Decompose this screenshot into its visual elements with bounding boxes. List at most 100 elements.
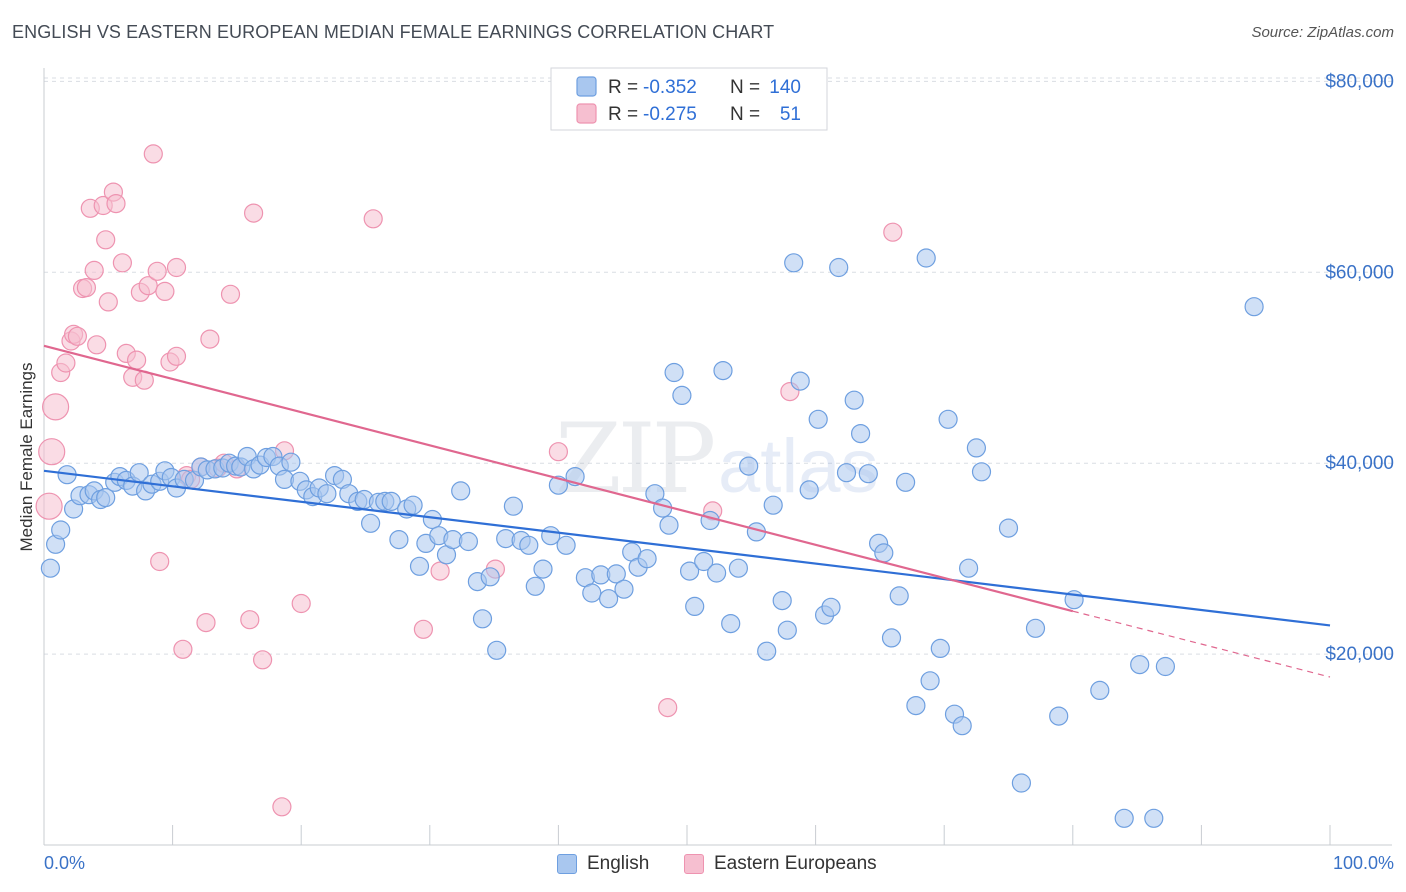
english-point [659,515,679,535]
english-trendline [43,469,1331,627]
english-point [784,253,804,273]
english-point [1130,654,1150,675]
eastern-point [147,261,167,281]
english-point [808,409,828,429]
english-point [1090,680,1110,701]
english-point [938,409,958,429]
eastern-point [56,353,76,373]
bottom-legend-label-english: English [587,853,650,874]
english-point [799,480,819,500]
english-point [672,385,692,405]
english-point [728,558,749,578]
english-point [317,484,337,504]
english-point [281,452,301,472]
y-tick-label-0: $20,000 [1325,644,1394,665]
english-point [858,464,878,484]
english-point [480,567,500,587]
eastern-point [430,561,450,581]
english-point [713,361,733,381]
english-point [361,513,381,533]
eastern-point [38,438,66,466]
bottom-legend-swatch-eastern [684,854,704,874]
eastern-point [112,253,133,273]
legend-swatch-english [576,76,597,97]
english-point [637,549,657,569]
chart-source: Source: ZipAtlas.com [1251,24,1394,41]
english-point [487,640,507,660]
english-point [952,716,972,736]
bottom-legend-item-eastern[interactable]: Eastern Europeans [684,853,877,875]
english-point [389,529,409,550]
eastern-point [76,278,97,298]
english-point [422,509,442,530]
english-point [679,561,700,581]
english-point [1244,297,1264,317]
english-point [777,620,797,640]
english-point [40,558,61,578]
x-tick-label-min: 0.0% [44,853,85,873]
english-point [403,495,423,515]
eastern-trendline-extension [1072,610,1331,678]
english-point [881,628,902,648]
eastern-point [413,619,433,639]
english-points [40,248,1264,828]
english-point [1155,656,1176,677]
eastern-point [84,260,104,280]
english-point [685,596,705,617]
english-point [1144,808,1164,828]
english-point [895,472,916,492]
eastern-point [127,350,147,370]
legend-eastern-r-value: -0.275 [643,104,697,125]
bottom-legend: English Eastern Europeans [0,850,1406,880]
eastern-point [196,612,216,633]
english-point [1114,808,1134,828]
english-point [614,579,634,599]
watermark-zip: ZIP [555,403,714,515]
english-point [790,371,810,391]
eastern-point [41,393,70,421]
english-point [472,609,493,629]
english-point [598,589,619,609]
english-point [381,491,401,511]
eastern-point [150,551,170,572]
english-point [763,495,783,515]
english-point [525,576,545,596]
eastern-point [166,257,187,278]
english-point [503,496,524,516]
eastern-point [35,492,63,520]
english-point [706,563,727,583]
english-point [694,551,714,572]
english-point [582,583,602,603]
bottom-legend-item-english[interactable]: English [557,853,649,875]
eastern-point [244,203,264,223]
eastern-point [98,292,118,312]
legend-english-n-value: 140 [769,77,801,98]
trendlines [43,344,1331,678]
eastern-point [291,593,311,614]
top-legend: R = -0.352 N = 140 R = -0.275 N = 51 [550,67,828,131]
top-legend-box [550,67,828,131]
english-point [829,257,849,278]
eastern-point [548,442,569,462]
english-point [556,535,576,555]
eastern-point [883,222,903,242]
english-point [844,390,864,410]
eastern-point [166,346,187,366]
eastern-point [67,326,88,346]
english-point [821,597,841,617]
english-point [96,488,116,508]
english-point [874,543,894,563]
english-point [836,463,857,483]
eastern-point [143,144,163,164]
english-point [533,559,553,579]
y-axis-label: Median Female Earnings [17,363,36,552]
english-point [541,526,561,546]
eastern-point [96,230,116,250]
english-point [920,671,940,691]
eastern-point [363,209,383,229]
english-point [958,558,979,578]
english-point [606,564,626,584]
eastern-point [155,281,175,301]
eastern-point [106,194,126,214]
x-tick-label-max: 100.0% [1333,853,1394,873]
